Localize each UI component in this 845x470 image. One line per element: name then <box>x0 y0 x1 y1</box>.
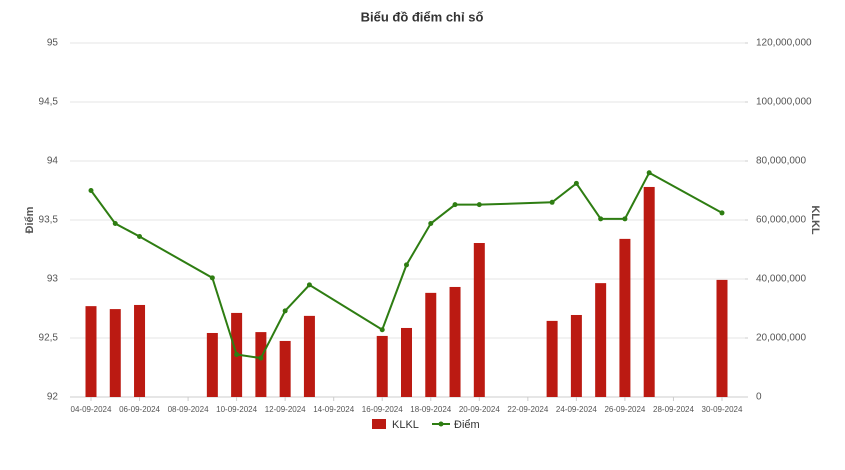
y2-tick-label: 120,000,000 <box>756 38 812 49</box>
legend-swatch <box>372 419 386 429</box>
point <box>573 180 579 186</box>
y2-tick-label: 60,000,000 <box>756 215 806 226</box>
point <box>88 188 94 193</box>
bar <box>619 238 631 397</box>
x-tick-label: 20-09-2024 <box>459 405 500 414</box>
point <box>234 352 240 358</box>
x-tick-label: 06-09-2024 <box>119 405 160 414</box>
y-axis-title: Điểm <box>24 206 36 233</box>
y-tick-label: 94 <box>47 156 59 167</box>
y2-tick-label: 80,000,000 <box>756 156 806 167</box>
point <box>258 355 264 361</box>
y-tick-label: 92,5 <box>39 333 59 344</box>
point <box>598 216 604 222</box>
x-tick-label: 30-09-2024 <box>702 405 743 414</box>
bar <box>716 279 728 397</box>
x-tick-label: 16-09-2024 <box>362 405 403 414</box>
y-tick-label: 93,5 <box>39 215 59 226</box>
y2-tick-label: 100,000,000 <box>756 97 812 108</box>
point <box>428 221 434 227</box>
bar <box>425 292 437 397</box>
x-tick-label: 18-09-2024 <box>410 405 451 414</box>
y2-axis-title: KLKL <box>809 205 821 235</box>
y2-tick-label: 40,000,000 <box>756 274 806 285</box>
bar <box>473 243 485 397</box>
x-tick-label: 10-09-2024 <box>216 405 257 414</box>
bar <box>401 327 412 397</box>
point <box>476 202 482 208</box>
x-tick-label: 28-09-2024 <box>653 405 694 414</box>
bar <box>279 340 291 397</box>
bar <box>85 306 97 397</box>
point <box>646 170 652 176</box>
x-tick-label: 14-09-2024 <box>313 405 354 414</box>
bar <box>376 335 388 397</box>
x-tick-label: 22-09-2024 <box>507 405 548 414</box>
bar <box>255 332 267 397</box>
bar <box>546 320 558 397</box>
point <box>112 221 118 227</box>
legend-label: Điểm <box>454 419 480 431</box>
y2-tick-label: 20,000,000 <box>756 333 806 344</box>
point <box>282 308 288 314</box>
legend-label: KLKL <box>392 419 419 431</box>
point <box>622 216 628 222</box>
chart-title: Biểu đồ điểm chỉ số <box>361 9 484 24</box>
bar <box>206 332 218 397</box>
y-tick-label: 94,5 <box>39 97 59 108</box>
point <box>137 234 143 240</box>
y2-tick-label: 0 <box>756 392 762 403</box>
point <box>209 275 215 281</box>
legend-swatch <box>438 421 444 427</box>
point <box>306 282 312 288</box>
bar <box>595 283 607 397</box>
bar <box>134 304 146 397</box>
y-tick-label: 93 <box>47 274 59 285</box>
x-tick-label: 12-09-2024 <box>265 405 306 414</box>
x-tick-label: 08-09-2024 <box>168 405 209 414</box>
y-tick-label: 92 <box>47 392 59 403</box>
point <box>549 199 555 205</box>
point <box>719 210 725 216</box>
bar <box>449 286 461 397</box>
y-tick-label: 95 <box>47 38 59 49</box>
x-tick-label: 04-09-2024 <box>71 405 112 414</box>
bar <box>303 315 315 397</box>
point <box>404 262 409 268</box>
bar <box>643 186 655 397</box>
x-tick-label: 26-09-2024 <box>604 405 645 414</box>
point <box>379 327 385 333</box>
bar <box>570 314 582 397</box>
bar <box>109 309 121 397</box>
point <box>452 202 458 208</box>
x-tick-label: 24-09-2024 <box>556 405 597 414</box>
